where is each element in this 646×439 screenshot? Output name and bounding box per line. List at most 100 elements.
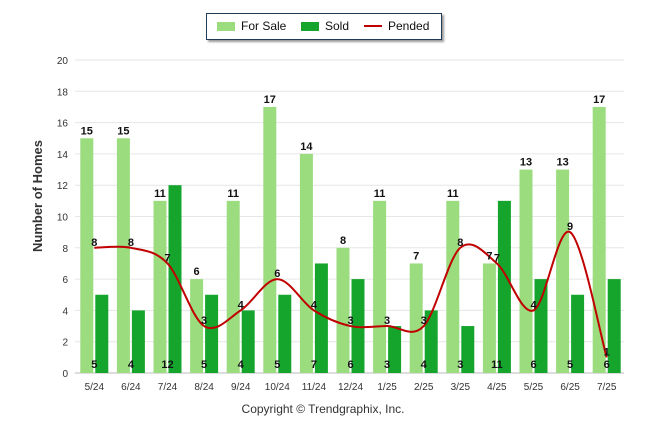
x-tick-label: 6/24	[121, 382, 141, 393]
y-tick-label: 18	[57, 87, 69, 98]
x-tick-label: 3/25	[451, 382, 471, 393]
bar-for-sale	[116, 138, 130, 373]
y-tick-label: 2	[62, 338, 68, 349]
data-label-for-sale: 8	[340, 235, 346, 247]
x-tick-label: 7/24	[158, 382, 178, 393]
data-label-sold: 4	[238, 359, 245, 371]
data-label-pended: 8	[128, 237, 134, 249]
data-label-for-sale: 17	[264, 94, 276, 106]
y-axis-label: Number of Homes	[30, 140, 45, 252]
data-label-pended: 8	[457, 237, 463, 249]
data-label-sold: 5	[567, 359, 573, 371]
x-tick-label: 10/24	[265, 382, 290, 393]
x-tick-label: 2/25	[414, 382, 434, 393]
data-label-for-sale: 11	[374, 188, 386, 200]
bar-for-sale	[409, 263, 423, 373]
data-label-pended: 1	[604, 346, 610, 358]
bar-sold	[461, 326, 475, 373]
legend: For Sale Sold Pended	[206, 13, 442, 40]
data-label-for-sale: 17	[593, 94, 605, 106]
legend-label-sold: Sold	[325, 19, 350, 33]
data-label-for-sale: 11	[154, 188, 166, 200]
data-label-pended: 3	[384, 315, 390, 327]
data-label-sold: 3	[384, 359, 390, 371]
data-label-pended: 7	[164, 252, 170, 264]
bar-sold	[571, 294, 585, 373]
x-tick-label: 7/25	[597, 382, 617, 393]
data-label-pended: 6	[274, 268, 280, 280]
bar-for-sale	[592, 106, 606, 373]
data-label-pended: 9	[567, 221, 573, 233]
data-label-for-sale: 13	[556, 157, 568, 169]
legend-swatch-for-sale	[217, 22, 235, 31]
y-tick-label: 8	[62, 244, 68, 255]
x-tick-label: 4/25	[487, 382, 507, 393]
bar-for-sale	[482, 263, 496, 373]
y-tick-label: 16	[57, 119, 69, 130]
x-tick-label: 5/25	[524, 382, 544, 393]
data-label-for-sale: 11	[447, 188, 459, 200]
bar-sold	[424, 310, 438, 373]
bar-sold	[314, 263, 328, 373]
data-label-sold: 5	[201, 359, 207, 371]
bar-sold	[388, 326, 402, 373]
data-label-for-sale: 13	[520, 157, 532, 169]
bar-for-sale	[190, 279, 204, 373]
x-tick-label: 11/24	[302, 382, 327, 393]
data-label-pended: 3	[347, 315, 353, 327]
data-label-sold: 6	[604, 359, 610, 371]
data-label-pended: 3	[421, 315, 427, 327]
data-label-sold: 4	[128, 359, 135, 371]
pended-line	[94, 231, 608, 358]
y-tick-label: 0	[62, 369, 68, 380]
bar-sold	[534, 279, 548, 373]
data-label-sold: 5	[274, 359, 280, 371]
legend-label-pended: Pended	[388, 19, 430, 33]
y-tick-label: 10	[57, 213, 69, 224]
bar-for-sale	[153, 200, 167, 373]
data-label-sold: 3	[457, 359, 463, 371]
bar-for-sale	[373, 200, 387, 373]
y-tick-label: 14	[57, 150, 69, 161]
x-tick-label: 9/24	[231, 382, 251, 393]
bar-sold	[168, 185, 182, 373]
bar-for-sale	[299, 153, 313, 373]
copyright-text: Copyright © Trendgraphix, Inc.	[241, 402, 405, 416]
data-label-sold: 5	[91, 359, 97, 371]
data-label-for-sale: 11	[227, 188, 239, 200]
y-tick-label: 4	[62, 306, 68, 317]
data-label-for-sale: 14	[300, 141, 313, 153]
y-tick-label: 20	[57, 56, 69, 67]
data-label-for-sale: 15	[81, 125, 93, 137]
bar-for-sale	[556, 169, 570, 373]
data-label-sold: 11	[491, 359, 503, 371]
data-label-pended: 7	[494, 252, 500, 264]
data-label-pended: 4	[311, 299, 318, 311]
data-label-for-sale: 7	[413, 250, 419, 262]
data-label-sold: 7	[311, 359, 317, 371]
data-label-pended: 3	[201, 315, 207, 327]
x-tick-label: 12/24	[338, 382, 363, 393]
x-tick-label: 6/25	[560, 382, 580, 393]
bar-sold	[205, 294, 219, 373]
bar-for-sale	[446, 200, 460, 373]
bar-for-sale	[226, 200, 240, 373]
bar-for-sale	[519, 169, 533, 373]
data-label-sold: 6	[530, 359, 536, 371]
bar-sold	[131, 310, 145, 373]
data-label-pended: 4	[238, 299, 245, 311]
bar-sold	[95, 294, 109, 373]
data-label-sold: 4	[421, 359, 428, 371]
data-label-sold: 12	[161, 359, 173, 371]
data-label-pended: 4	[530, 299, 537, 311]
bar-sold	[497, 200, 511, 373]
x-tick-label: 1/25	[377, 382, 397, 393]
data-label-for-sale: 15	[117, 125, 129, 137]
bar-sold	[278, 294, 292, 373]
bar-sold	[241, 310, 255, 373]
legend-swatch-sold	[301, 22, 319, 31]
bar-for-sale	[80, 138, 94, 373]
x-tick-label: 8/24	[194, 382, 214, 393]
